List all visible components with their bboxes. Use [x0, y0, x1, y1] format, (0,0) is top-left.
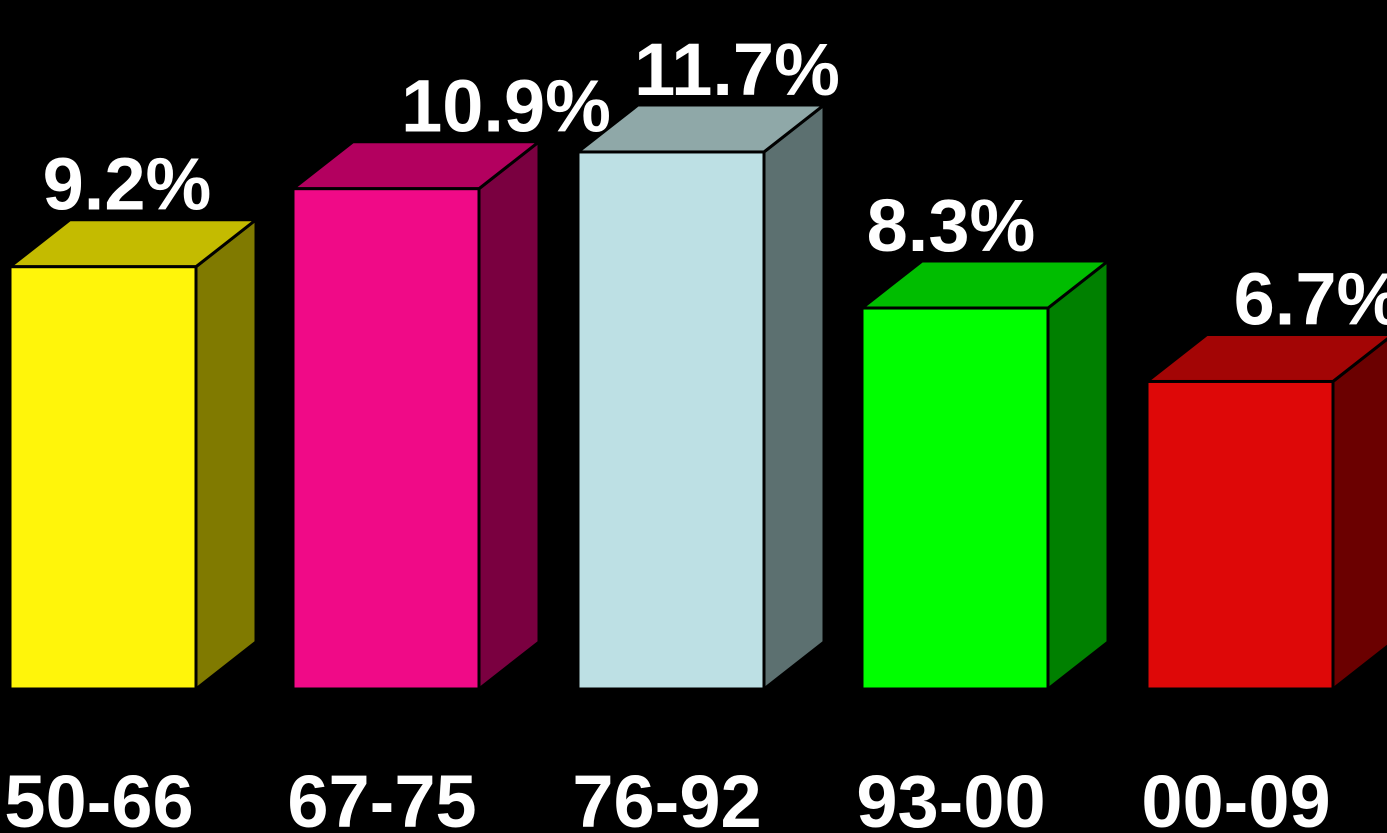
value-label: 11.7% — [634, 28, 840, 111]
category-labels-group: 50-66 67-75 76-92 93-00 00-09 — [4, 760, 1330, 833]
bar-front-face — [291, 187, 481, 691]
bar-side-face — [477, 138, 541, 693]
value-label: 8.3% — [867, 184, 1036, 267]
bar-00-09 — [1142, 332, 1387, 693]
value-label: 10.9% — [401, 65, 611, 148]
bar-67-75 — [288, 138, 544, 693]
bar-side-face — [762, 101, 826, 693]
bar-93-00 — [857, 257, 1113, 693]
category-label: 76-92 — [572, 760, 761, 833]
bar-50-66 — [5, 216, 261, 693]
bar-76-92 — [573, 101, 829, 693]
value-label: 9.2% — [43, 143, 212, 226]
bar-front-face — [576, 150, 766, 691]
value-labels-group: 9.2% 10.9% 11.7% 8.3% 6.7% — [43, 28, 1387, 341]
bar-front-face — [1145, 379, 1335, 691]
category-label: 00-09 — [1141, 760, 1330, 833]
bar-side-face — [1046, 257, 1110, 693]
bar-side-face — [194, 216, 258, 693]
bar-front-face — [8, 265, 198, 691]
bar-side-face — [1331, 337, 1387, 693]
category-label: 50-66 — [4, 760, 193, 833]
bar-front-face — [860, 306, 1050, 691]
bars-group — [5, 101, 1387, 693]
value-label: 6.7% — [1234, 257, 1387, 340]
category-label: 93-00 — [856, 760, 1045, 833]
category-label: 67-75 — [287, 760, 476, 833]
